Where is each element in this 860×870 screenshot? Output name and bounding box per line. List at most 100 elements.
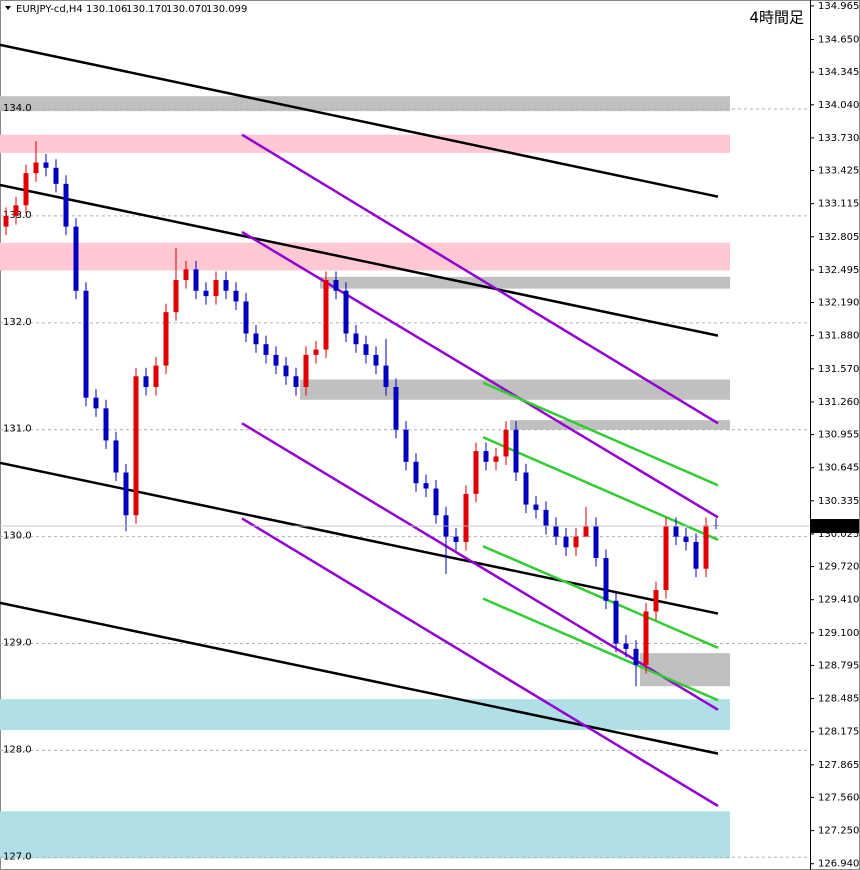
candle-body: [13, 205, 19, 216]
y-tick-label: 129.410: [818, 595, 859, 606]
zone: [320, 276, 730, 289]
y-tick-label: 132.495: [818, 265, 859, 276]
candle-body: [123, 472, 129, 516]
candle-body: [293, 376, 299, 387]
candle-body: [483, 451, 489, 462]
y-tick-label: 128.795: [818, 660, 859, 671]
candle-body: [673, 525, 679, 537]
y-tick-label: 129.720: [818, 562, 859, 573]
y-tick-label: 134.040: [818, 100, 859, 111]
candle-body: [173, 280, 179, 313]
candle-body: [253, 333, 259, 345]
candle-body: [193, 269, 199, 291]
trend-line: [241, 517, 719, 808]
candle-body: [243, 301, 249, 334]
menu-arrow: [5, 6, 11, 10]
level-label: 134.0: [3, 103, 32, 114]
candle-body: [113, 440, 119, 473]
y-tick-label: 133.115: [818, 199, 859, 210]
y-tick-label: 134.965: [818, 1, 859, 12]
trend-line: [241, 133, 719, 425]
trend-line: [0, 601, 719, 755]
candle-body: [553, 525, 559, 537]
trend-line: [241, 230, 719, 519]
y-tick-label: 129.100: [818, 628, 859, 639]
candle-body: [703, 525, 709, 569]
y-tick-label: 133.425: [818, 166, 859, 177]
symbol: EURJPY-cd,H4: [16, 4, 83, 15]
zone: [640, 653, 730, 687]
candle-body: [543, 509, 549, 526]
candle-body: [593, 525, 599, 558]
y-tick-label: 128.485: [818, 694, 859, 705]
candle-body: [343, 290, 349, 334]
candle-body: [453, 536, 459, 542]
candle-body: [183, 269, 189, 281]
candle-body: [383, 365, 389, 387]
candle-body: [413, 461, 419, 484]
y-tick-label: 130.645: [818, 463, 859, 474]
level-label: 131.0: [3, 424, 32, 435]
ohlc-label: 130.099: [206, 4, 247, 15]
candle-body: [533, 504, 539, 510]
candle-body: [63, 183, 69, 227]
level-label: 128.0: [3, 744, 32, 755]
ohlc-label: 130.070: [166, 4, 207, 15]
y-tick-label: 127.560: [818, 792, 859, 803]
level-label: 127.0: [3, 851, 32, 862]
candle-body: [403, 429, 409, 462]
y-tick-label: 131.260: [818, 397, 859, 408]
zone: [0, 242, 730, 271]
level-label: 129.0: [3, 638, 32, 649]
zone: [0, 811, 730, 859]
candle-body: [563, 536, 569, 548]
y-tick-label: 127.250: [818, 826, 859, 837]
candle-body: [603, 558, 609, 601]
ohlc-label: 130.170: [126, 4, 167, 15]
candle-body: [353, 333, 359, 345]
candle-body: [283, 365, 289, 377]
candle-body: [643, 611, 649, 665]
candle-body: [133, 376, 139, 516]
trend-line: [482, 545, 719, 649]
candle-body: [463, 493, 469, 542]
candle-body: [213, 280, 219, 297]
candle-body: [393, 386, 399, 430]
y-tick-label: 132.190: [818, 298, 859, 309]
zone: [0, 699, 730, 731]
candle-body: [83, 290, 89, 398]
candle-body: [73, 226, 79, 291]
candle-body: [573, 536, 579, 548]
y-tick-label: 130.955: [818, 430, 859, 441]
candle-body: [3, 215, 9, 227]
candle-body: [143, 376, 149, 387]
candle-body: [473, 451, 479, 494]
current-price-box: [811, 519, 859, 534]
y-tick-label: 134.650: [818, 35, 859, 46]
trend-line: [482, 436, 719, 541]
candle-body: [583, 525, 589, 537]
y-tick-label: 130.025: [818, 529, 859, 540]
level-label: 130.0: [3, 531, 32, 542]
candle-body: [263, 344, 269, 355]
candle-body: [613, 600, 619, 644]
candle-body: [153, 365, 159, 387]
candle-body: [623, 643, 629, 649]
trend-line: [482, 381, 719, 487]
candle-body: [633, 648, 639, 665]
y-tick-label: 127.865: [818, 760, 859, 771]
y-tick-label: 128.175: [818, 727, 859, 738]
current-price-label: 130.099: [818, 521, 859, 532]
y-tick-label: 131.570: [818, 364, 859, 375]
candle-body: [333, 280, 339, 291]
candle-body: [303, 354, 309, 387]
candle-body: [493, 456, 499, 462]
trend-line: [482, 597, 719, 702]
y-tick-label: 126.940: [818, 859, 859, 870]
candle-body: [693, 541, 699, 569]
candle-body: [233, 290, 239, 302]
y-tick-label: 131.880: [818, 331, 859, 342]
candle-body: [423, 483, 429, 489]
